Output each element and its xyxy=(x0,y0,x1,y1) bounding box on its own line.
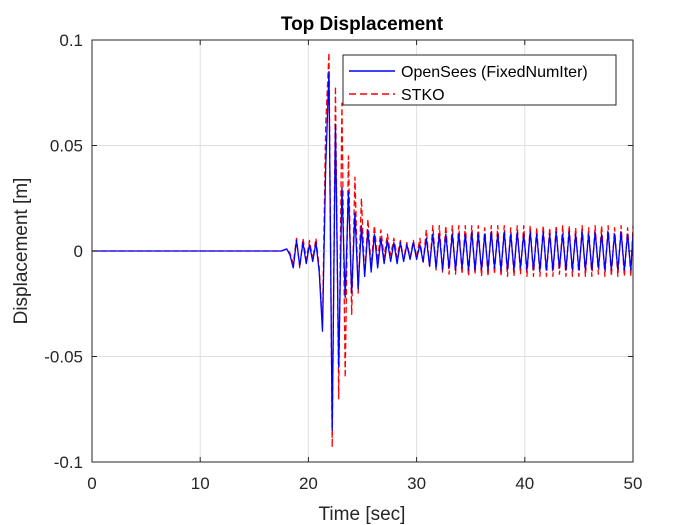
y-tick-label: 0.1 xyxy=(59,31,83,50)
x-tick-label: 40 xyxy=(515,474,534,493)
y-axis-label: Displacement [m] xyxy=(11,178,32,325)
legend-label-opensees: OpenSees (FixedNumIter) xyxy=(401,64,588,81)
legend-box xyxy=(342,54,617,106)
x-tick-label: 0 xyxy=(87,474,96,493)
x-axis-label: Time [sec] xyxy=(319,504,406,525)
x-tick-label: 20 xyxy=(299,474,318,493)
legend-label-stko: STKO xyxy=(401,87,445,104)
y-tick-label: 0.05 xyxy=(50,137,83,156)
legend: OpenSees (FixedNumIter) STKO xyxy=(342,54,617,106)
y-tick-label: -0.05 xyxy=(44,348,83,367)
axis-ticks: 0 10 20 30 40 50 -0.1 -0.05 0 0.05 0.1 xyxy=(44,31,642,493)
x-tick-label: 10 xyxy=(191,474,210,493)
x-tick-label: 30 xyxy=(407,474,426,493)
chart-title: Top Displacement xyxy=(281,14,444,35)
y-tick-label: -0.1 xyxy=(54,453,83,472)
x-tick-label: 50 xyxy=(624,474,643,493)
series-line-opensees xyxy=(92,71,634,431)
series-layer xyxy=(92,52,634,448)
y-tick-label: 0 xyxy=(74,242,83,261)
